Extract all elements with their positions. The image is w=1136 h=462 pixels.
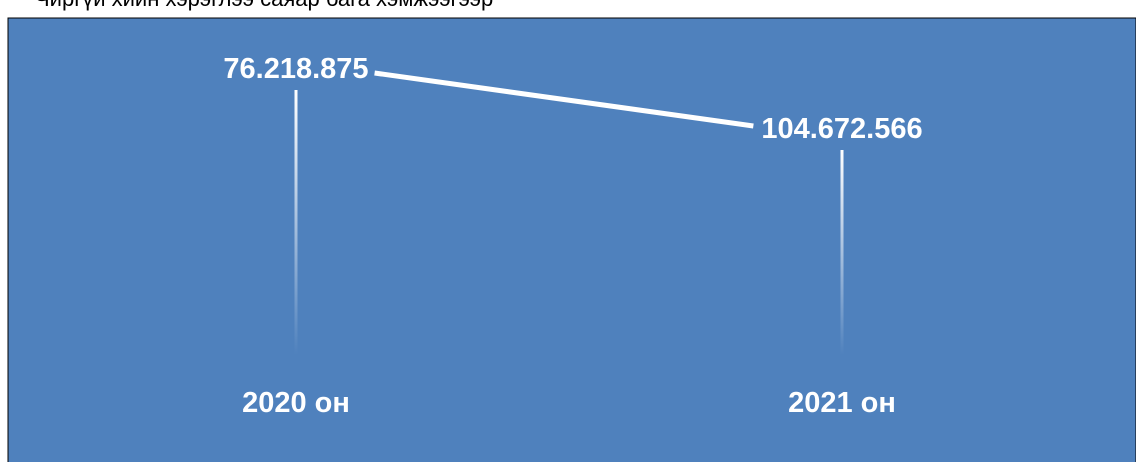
plot-background xyxy=(7,17,1136,462)
chart-marks: 76.218.875 104.672.566 2020 он 2021 он xyxy=(223,53,922,419)
drop-line-1 xyxy=(294,90,298,355)
data-label-2: 104.672.566 xyxy=(761,113,922,145)
drop-line-2 xyxy=(840,150,844,355)
header-text: Чиргүй хийн хэрэглээ саяар бага хэмжээгэ… xyxy=(35,0,493,11)
category-label-1: 2020 он xyxy=(242,387,350,419)
series-line xyxy=(374,70,754,129)
category-label-2: 2021 он xyxy=(788,387,896,419)
data-label-1: 76.218.875 xyxy=(223,53,368,85)
